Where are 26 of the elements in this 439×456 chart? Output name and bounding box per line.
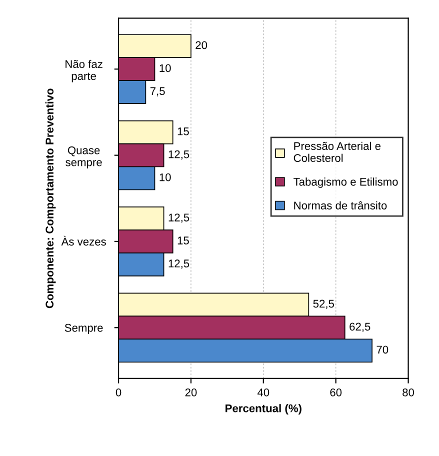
data-label: 12,5 — [168, 214, 190, 223]
data-label: 12,5 — [168, 260, 190, 269]
data-label: 7,5 — [150, 87, 165, 96]
x-tick-label: 20 — [185, 388, 197, 396]
legend-label: Normas de trânsito — [294, 201, 387, 210]
y-tick-label: Sempre — [64, 324, 103, 334]
x-tick-label: 80 — [402, 388, 414, 396]
y-axis-title: Componente: Comportamento Preventivo — [45, 88, 56, 308]
y-tick-label: Às vezes — [61, 236, 106, 246]
legend-label: Tabagismo e Etilismo — [294, 178, 398, 188]
x-tick-label: 40 — [257, 388, 270, 396]
data-label: 62,5 — [350, 322, 370, 332]
y-tick-label: Quase sempre — [66, 146, 102, 168]
x-tick-label: 60 — [330, 388, 342, 396]
data-label: 12,5 — [168, 150, 190, 160]
x-tick-label: 0 — [116, 388, 122, 396]
data-label: 15 — [178, 236, 189, 244]
y-tick-label: Não faz parte — [66, 60, 102, 82]
data-label: 15 — [178, 128, 189, 136]
data-label: 52,5 — [313, 300, 334, 309]
data-label: 10 — [160, 64, 171, 72]
data-label: 10 — [160, 173, 171, 182]
data-label: 70 — [376, 346, 388, 354]
data-label: 20 — [196, 41, 208, 50]
x-axis-title: Percentual (%) — [226, 404, 302, 414]
legend-label: Pressão Arterial e Colesterol — [294, 142, 381, 162]
